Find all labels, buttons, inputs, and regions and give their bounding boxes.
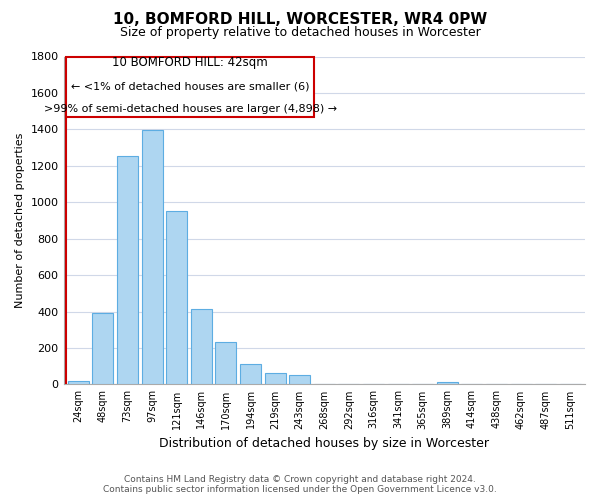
FancyBboxPatch shape <box>66 56 314 116</box>
Y-axis label: Number of detached properties: Number of detached properties <box>15 133 25 308</box>
Bar <box>68 381 89 384</box>
Bar <box>142 130 163 384</box>
Bar <box>289 376 310 384</box>
Bar <box>240 364 261 384</box>
Bar <box>166 212 187 384</box>
Bar <box>437 382 458 384</box>
Bar <box>265 372 286 384</box>
Bar <box>215 342 236 384</box>
Bar <box>117 156 138 384</box>
Bar <box>92 314 113 384</box>
Text: >99% of semi-detached houses are larger (4,898) →: >99% of semi-detached houses are larger … <box>44 104 337 115</box>
Bar <box>191 309 212 384</box>
Text: Size of property relative to detached houses in Worcester: Size of property relative to detached ho… <box>119 26 481 39</box>
X-axis label: Distribution of detached houses by size in Worcester: Distribution of detached houses by size … <box>159 437 489 450</box>
Text: 10, BOMFORD HILL, WORCESTER, WR4 0PW: 10, BOMFORD HILL, WORCESTER, WR4 0PW <box>113 12 487 28</box>
Text: 10 BOMFORD HILL: 42sqm: 10 BOMFORD HILL: 42sqm <box>112 56 268 70</box>
Text: ← <1% of detached houses are smaller (6): ← <1% of detached houses are smaller (6) <box>71 82 310 92</box>
Text: Contains HM Land Registry data © Crown copyright and database right 2024.
Contai: Contains HM Land Registry data © Crown c… <box>103 474 497 494</box>
